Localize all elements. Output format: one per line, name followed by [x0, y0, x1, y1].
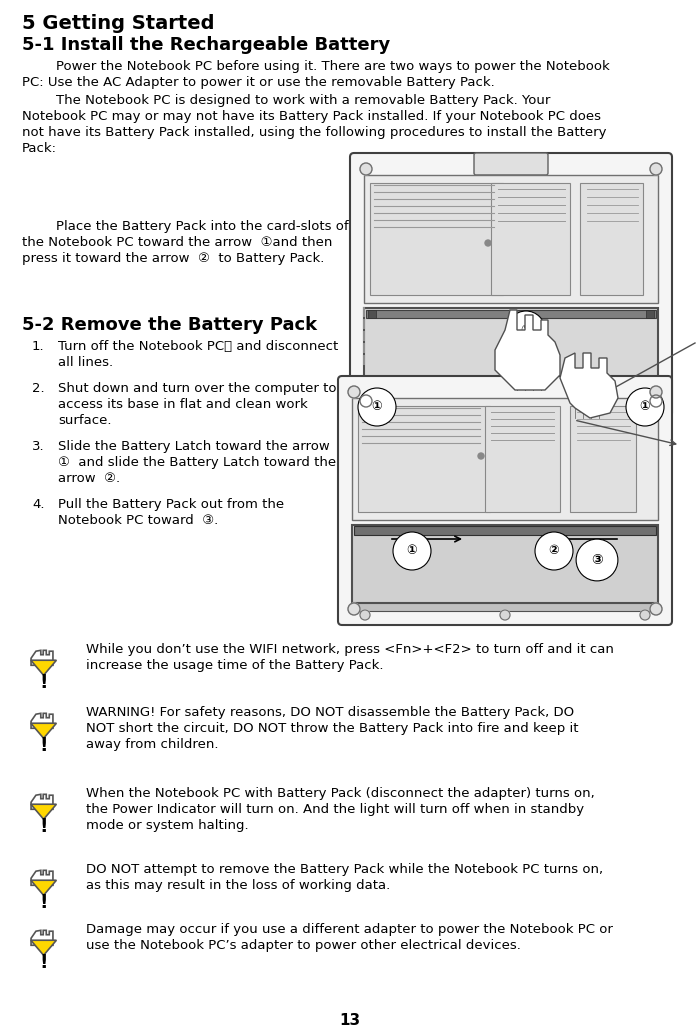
- Polygon shape: [31, 650, 53, 665]
- Circle shape: [360, 163, 372, 175]
- Text: Slide the Battery Latch toward the arrow: Slide the Battery Latch toward the arrow: [58, 440, 330, 453]
- Polygon shape: [31, 714, 53, 728]
- Polygon shape: [495, 310, 560, 390]
- Bar: [352, 525, 658, 603]
- Text: NOT short the circuit, DO NOT throw the Battery Pack into fire and keep it: NOT short the circuit, DO NOT throw the …: [86, 722, 579, 735]
- Circle shape: [348, 603, 360, 615]
- Text: 2.: 2.: [32, 382, 45, 394]
- Bar: [368, 310, 376, 318]
- Text: When the Notebook PC with Battery Pack (disconnect the adapter) turns on,: When the Notebook PC with Battery Pack (…: [86, 787, 595, 800]
- Text: surface.: surface.: [58, 414, 112, 427]
- Circle shape: [485, 240, 491, 246]
- Polygon shape: [31, 723, 57, 739]
- Text: Power the Notebook PC before using it. There are two ways to power the Notebook: Power the Notebook PC before using it. T…: [22, 60, 610, 73]
- Text: Notebook PC may or may not have its Battery Pack installed. If your Notebook PC : Notebook PC may or may not have its Batt…: [22, 110, 601, 123]
- Text: 13: 13: [339, 1012, 360, 1028]
- Text: !: !: [39, 673, 48, 692]
- Bar: [358, 406, 490, 512]
- Circle shape: [640, 610, 650, 620]
- Polygon shape: [560, 353, 618, 418]
- Polygon shape: [31, 930, 53, 946]
- Bar: [366, 310, 656, 318]
- Bar: [354, 526, 656, 535]
- Bar: [580, 183, 643, 295]
- Text: ②: ②: [549, 545, 559, 557]
- Circle shape: [650, 386, 662, 398]
- Bar: [352, 398, 658, 520]
- Text: the Notebook PC toward the arrow  ①and then: the Notebook PC toward the arrow ①and th…: [22, 236, 333, 249]
- FancyBboxPatch shape: [338, 376, 672, 625]
- FancyBboxPatch shape: [474, 153, 548, 175]
- Text: all lines.: all lines.: [58, 356, 113, 369]
- Text: ①: ①: [640, 401, 650, 413]
- Bar: [364, 308, 658, 401]
- Polygon shape: [31, 794, 53, 810]
- Text: !: !: [39, 953, 48, 972]
- Text: ①  and slide the Battery Latch toward the: ① and slide the Battery Latch toward the: [58, 456, 336, 469]
- Text: !: !: [39, 893, 48, 912]
- Circle shape: [650, 394, 662, 407]
- Text: ①: ①: [407, 545, 417, 557]
- Bar: [646, 310, 654, 318]
- Bar: [370, 183, 503, 295]
- Text: Notebook PC toward  ③.: Notebook PC toward ③.: [58, 514, 218, 527]
- Text: While you don’t use the WIFI network, press <Fn>+<F2> to turn off and it can: While you don’t use the WIFI network, pr…: [86, 643, 614, 656]
- Text: ①: ①: [372, 401, 382, 413]
- Polygon shape: [31, 881, 57, 895]
- Text: ③: ③: [591, 553, 603, 566]
- Text: WARNING! For safety reasons, DO NOT disassemble the Battery Pack, DO: WARNING! For safety reasons, DO NOT disa…: [86, 706, 574, 719]
- Circle shape: [360, 394, 372, 407]
- Text: PC: Use the AC Adapter to power it or use the removable Battery Pack.: PC: Use the AC Adapter to power it or us…: [22, 76, 495, 89]
- Text: mode or system halting.: mode or system halting.: [86, 819, 249, 832]
- Text: Damage may occur if you use a different adapter to power the Notebook PC or: Damage may occur if you use a different …: [86, 923, 613, 936]
- Bar: [364, 175, 658, 303]
- Bar: [485, 406, 560, 512]
- Text: 5-1 Install the Rechargeable Battery: 5-1 Install the Rechargeable Battery: [22, 36, 390, 54]
- Bar: [570, 406, 636, 512]
- FancyBboxPatch shape: [350, 153, 672, 417]
- Polygon shape: [31, 870, 53, 885]
- Text: use the Notebook PC’s adapter to power other electrical devices.: use the Notebook PC’s adapter to power o…: [86, 939, 521, 952]
- Text: 4.: 4.: [32, 497, 45, 511]
- Circle shape: [650, 603, 662, 615]
- Text: ②: ②: [521, 323, 531, 337]
- Text: Shut down and turn over the computer to: Shut down and turn over the computer to: [58, 382, 336, 394]
- Circle shape: [650, 163, 662, 175]
- Polygon shape: [31, 940, 57, 955]
- Text: press it toward the arrow  ②  to Battery Pack.: press it toward the arrow ② to Battery P…: [22, 252, 324, 265]
- Text: not have its Battery Pack installed, using the following procedures to install t: not have its Battery Pack installed, usi…: [22, 126, 607, 139]
- Text: 5 Getting Started: 5 Getting Started: [22, 14, 215, 33]
- Text: Turn off the Notebook PC， and disconnect: Turn off the Notebook PC， and disconnect: [58, 340, 338, 353]
- Text: Place the Battery Pack into the card-slots of: Place the Battery Pack into the card-slo…: [22, 220, 349, 233]
- Text: 3.: 3.: [32, 440, 45, 453]
- Text: DO NOT attempt to remove the Battery Pack while the Notebook PC turns on,: DO NOT attempt to remove the Battery Pac…: [86, 863, 603, 876]
- Circle shape: [478, 453, 484, 459]
- Circle shape: [360, 610, 370, 620]
- Circle shape: [500, 610, 510, 620]
- Bar: [491, 183, 570, 295]
- Circle shape: [348, 386, 360, 398]
- Text: the Power Indicator will turn on. And the light will turn off when in standby: the Power Indicator will turn on. And th…: [86, 803, 584, 816]
- Text: increase the usage time of the Battery Pack.: increase the usage time of the Battery P…: [86, 659, 384, 672]
- Text: Pull the Battery Pack out from the: Pull the Battery Pack out from the: [58, 497, 284, 511]
- Text: !: !: [39, 736, 48, 755]
- Text: arrow  ②.: arrow ②.: [58, 472, 120, 485]
- Text: away from children.: away from children.: [86, 739, 219, 751]
- Polygon shape: [31, 804, 57, 819]
- Text: Pack:: Pack:: [22, 142, 57, 154]
- Text: The Notebook PC is designed to work with a removable Battery Pack. Your: The Notebook PC is designed to work with…: [22, 94, 550, 107]
- Bar: [352, 603, 658, 611]
- Text: as this may result in the loss of working data.: as this may result in the loss of workin…: [86, 879, 390, 892]
- Text: 5-2 Remove the Battery Pack: 5-2 Remove the Battery Pack: [22, 316, 317, 334]
- Text: access its base in flat and clean work: access its base in flat and clean work: [58, 398, 308, 411]
- Polygon shape: [31, 660, 57, 676]
- Text: !: !: [39, 817, 48, 836]
- Text: 1.: 1.: [32, 340, 45, 353]
